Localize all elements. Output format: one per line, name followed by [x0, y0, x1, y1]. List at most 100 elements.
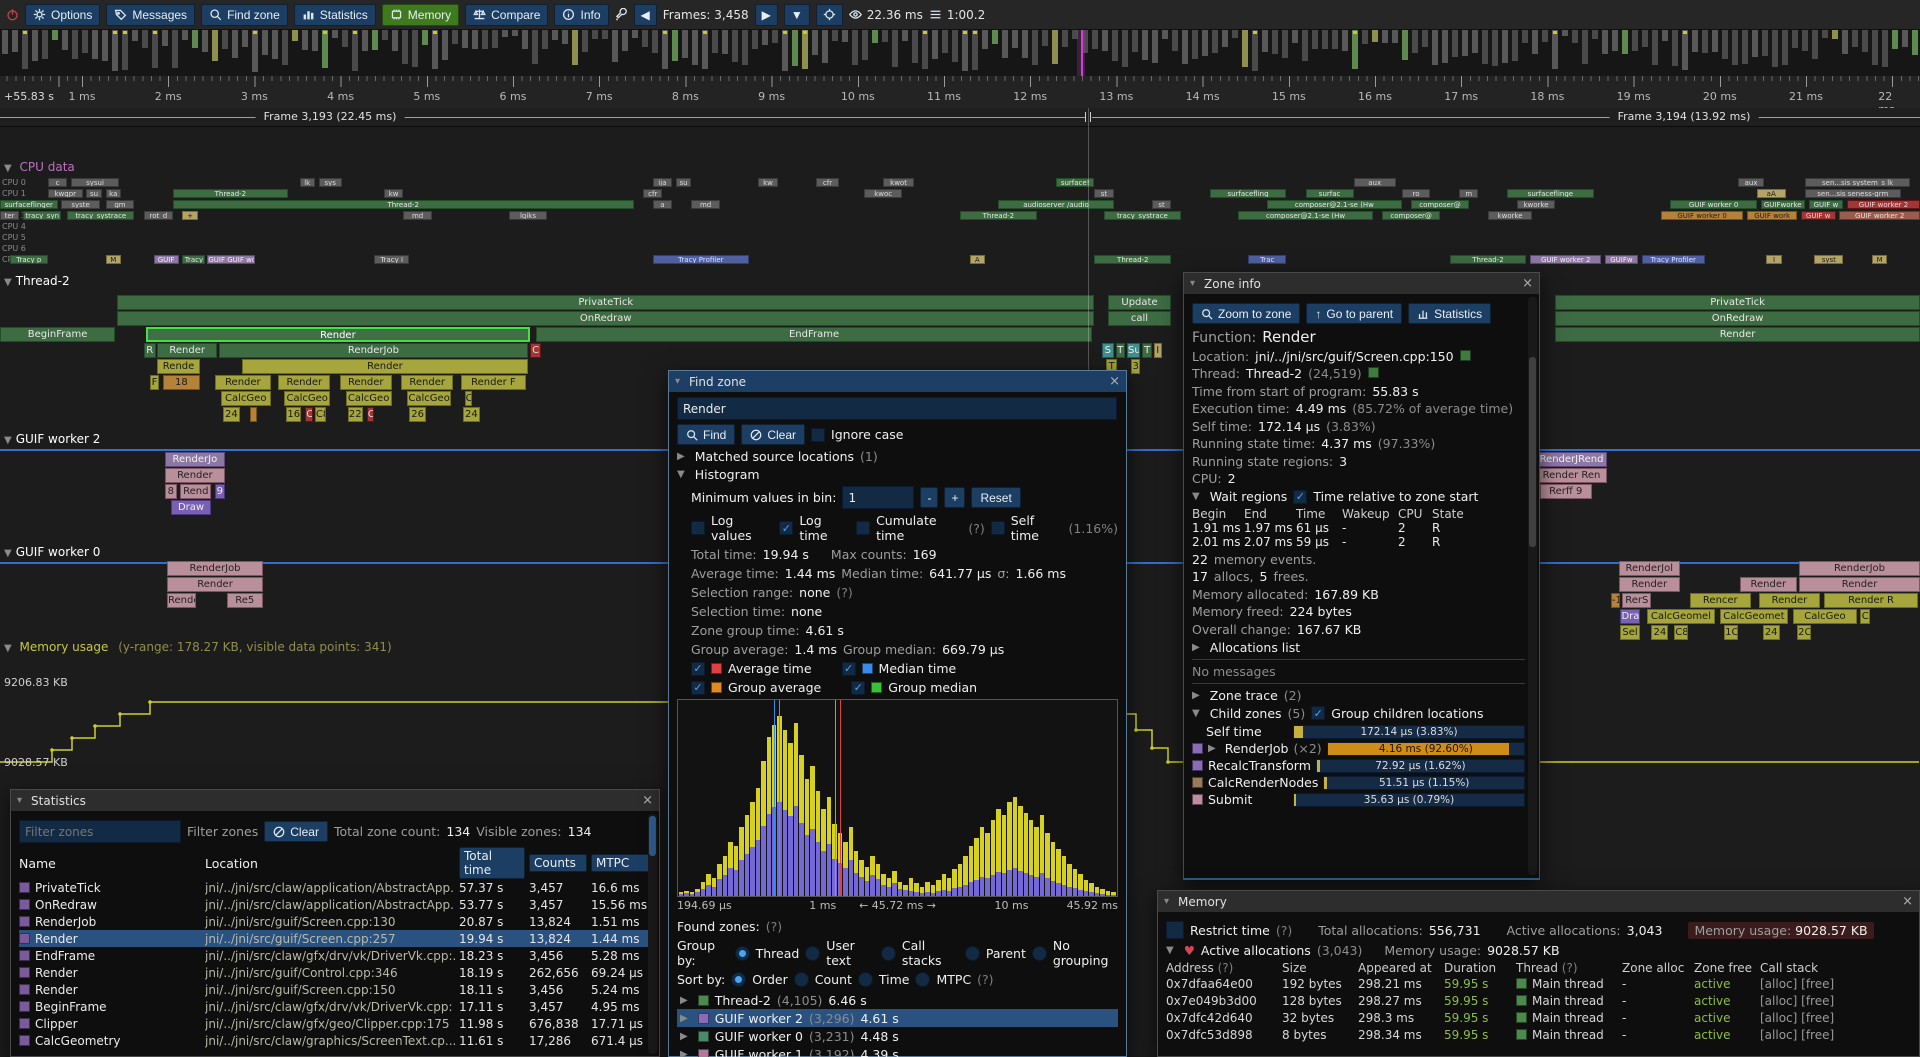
memory-button[interactable]: Memory — [381, 3, 460, 26]
cpu-segment[interactable]: aA — [1756, 189, 1786, 198]
legend-checkbox[interactable]: ✓ — [841, 661, 856, 676]
timeline-zone[interactable]: Render — [339, 375, 392, 390]
restrict-time-checkbox[interactable] — [1166, 921, 1184, 939]
column-header-zone-free[interactable]: Zone free — [1694, 961, 1753, 975]
active-allocations-node[interactable]: ▼ ♥ Active allocations (3,043) Memory us… — [1166, 943, 1560, 958]
timeline-zone[interactable]: Render — [145, 327, 530, 342]
cpu-segment[interactable]: kwoc — [864, 189, 903, 198]
cpu-segment[interactable]: syst — [1814, 255, 1844, 264]
sort-by-radio-time[interactable] — [857, 972, 873, 987]
allocation-row[interactable]: 0x7dfc42d640 32 bytes 298.3 ms 59.95 s Main … — [1166, 1009, 1911, 1026]
cpu-segment[interactable]: ro — [1401, 189, 1431, 198]
stats-table-row[interactable]: BeginFrame jni/../jni/src/claw/gfx/drv/vk… — [19, 998, 651, 1015]
timeline-zone[interactable]: 9 — [215, 484, 225, 499]
cpu-segment[interactable]: Tracy Profiler — [652, 255, 749, 264]
stats-table-row[interactable]: Render jni/../jni/src/guif/Control.cpp:34… — [19, 964, 651, 981]
bin-decrease-button[interactable]: - — [920, 487, 939, 508]
column-header-total-time[interactable]: Total time — [459, 847, 525, 879]
child-zones-node[interactable]: ▼ Child zones (5) ✓ Group children locati… — [1192, 705, 1484, 721]
location-value[interactable]: jni/../jni/src/guif/Screen.cpp:150 — [1255, 348, 1454, 364]
cpu-segment[interactable]: GUIF w — [1800, 211, 1836, 220]
cpu-segment[interactable]: sys — [318, 178, 342, 187]
sort-by-radio-count[interactable] — [793, 972, 809, 987]
self-time-checkbox[interactable] — [990, 521, 1005, 535]
cpu-segment[interactable]: gm — [105, 200, 135, 209]
cpu-segment[interactable]: I — [1766, 255, 1782, 264]
close-icon[interactable]: × — [1902, 894, 1913, 909]
timeline-zone[interactable]: S — [1102, 343, 1114, 358]
timeline-zone[interactable]: C — [529, 343, 542, 358]
timeline-zone[interactable]: Render — [165, 468, 225, 483]
cpu-segment[interactable]: GUIF worker 2 — [1530, 255, 1602, 264]
time-relative-checkbox[interactable]: ✓ — [1293, 489, 1308, 504]
zoom-to-zone-button[interactable]: Zoom to zone — [1192, 303, 1301, 324]
cpu-segment[interactable]: sen...sis seness-grm — [1804, 189, 1901, 198]
timeline-zone[interactable]: RenderJRend — [1536, 452, 1608, 467]
column-header-duration[interactable]: Duration — [1444, 961, 1497, 975]
wait-regions-node[interactable]: ▼ Wait regions ✓ Time relative to zone s… — [1192, 489, 1479, 504]
reset-button[interactable]: Reset — [971, 487, 1021, 508]
column-header-zone-alloc[interactable]: Zone alloc — [1622, 961, 1685, 975]
timeline-zone[interactable]: 3 — [1130, 359, 1141, 374]
timeline-zone[interactable]: Render — [167, 593, 196, 608]
timeline-zone[interactable]: CalcGeo — [345, 391, 392, 406]
timeline-zone[interactable]: Render — [401, 375, 454, 390]
cpu-segment[interactable]: kwgpr — [48, 189, 83, 198]
timeline-zone[interactable]: 16 — [286, 407, 302, 422]
zone-group-row[interactable]: ▶ GUIF worker 2 (3,296) 4.61 s — [677, 1009, 1118, 1027]
find-button[interactable]: Find — [677, 424, 736, 445]
stats-table-row[interactable]: RenderJob jni/../jni/src/guif/Screen.cpp:… — [19, 913, 651, 930]
compare-button[interactable]: Compare — [465, 3, 549, 26]
timeline-zone[interactable]: RenderJo — [165, 452, 225, 467]
timeline-zone[interactable]: Render — [157, 343, 217, 358]
cpu-segment[interactable]: rot_d — [144, 211, 173, 220]
column-header-thread[interactable]: Thread (?) — [1516, 961, 1578, 975]
cpu-segment[interactable]: surfacefling — [1209, 189, 1287, 198]
cpu-segment[interactable]: A — [969, 255, 985, 264]
timeline-zone[interactable]: RenderJob — [218, 343, 528, 358]
wait-region-row[interactable]: 2.01 ms 2.07 ms 59 μs - 2 R — [1192, 535, 1525, 549]
timeline-zone[interactable]: CalcGeo — [284, 391, 331, 406]
cpu-segment[interactable]: Tracy I — [374, 255, 409, 264]
timeline-zone[interactable]: CalcGeo — [1793, 609, 1857, 624]
timeline-zone[interactable]: RenderJob — [167, 561, 264, 576]
cpu-segment[interactable]: cfr — [643, 189, 663, 198]
cpu-segment[interactable]: kw — [384, 189, 404, 198]
timeline-zone[interactable]: Render — [278, 375, 331, 390]
timeline-zone[interactable]: Sel — [1620, 625, 1640, 640]
cpu-segment[interactable]: su — [86, 189, 102, 198]
next-frame-button[interactable]: ▶ — [754, 3, 778, 26]
cpu-segment[interactable]: GUIFworke — [1760, 200, 1805, 209]
timeline-zone[interactable]: Render F — [460, 375, 527, 390]
allocation-row[interactable]: 0x7e049b3d00 128 bytes 298.27 ms 59.95 s Mai… — [1166, 992, 1911, 1009]
timeline-zone[interactable]: Rende — [157, 359, 200, 374]
cpu-segment[interactable]: GUIF work — [1747, 211, 1798, 220]
log-time-checkbox[interactable]: ✓ — [779, 521, 794, 535]
timeline-zone[interactable]: Render — [1555, 327, 1920, 342]
cpu-segment[interactable]: kworke — [1488, 211, 1533, 220]
stats-table-row[interactable]: CalcGeometry jni/../jni/src/claw/graphics… — [19, 1032, 651, 1049]
log-values-checkbox[interactable] — [691, 521, 705, 535]
timeline-zone[interactable]: CalcGeo — [407, 391, 452, 406]
ignore-case-checkbox[interactable] — [811, 427, 826, 442]
cpu-segment[interactable]: ija — [652, 178, 672, 187]
timeline-zone[interactable]: T — [1142, 343, 1152, 358]
scrollbar-thumb[interactable] — [649, 816, 656, 856]
power-button[interactable] — [6, 8, 19, 21]
timeline-zone[interactable]: 2C — [1797, 625, 1811, 640]
cpu-segment[interactable]: m — [1459, 189, 1479, 198]
sort-by-radio-mtpc[interactable] — [915, 972, 931, 987]
cpu-segment[interactable]: GUIF worker 0 — [1670, 200, 1757, 209]
timeline-zone[interactable]: Render Ren — [1536, 468, 1608, 483]
cpu-segment[interactable]: aux — [1353, 178, 1396, 187]
column-header-name[interactable]: Name — [19, 855, 56, 871]
cpu-segment[interactable]: tracy_systrace — [1104, 211, 1181, 220]
cpu-segment[interactable]: Thread-2 — [1094, 255, 1172, 264]
cpu-segment[interactable]: sen...sis system_s lk — [1804, 178, 1911, 187]
cpu-segment[interactable]: GUIF worker 2 — [1847, 200, 1920, 209]
cpu-segment[interactable]: tracy_syn — [23, 211, 62, 220]
frame-minimap[interactable] — [0, 30, 1920, 77]
timeline-zone[interactable]: 1C — [1724, 625, 1738, 640]
timeline-zone[interactable]: Render — [1618, 577, 1680, 592]
cpu-segment[interactable]: composer@2.1-se (Hw — [1267, 200, 1402, 209]
